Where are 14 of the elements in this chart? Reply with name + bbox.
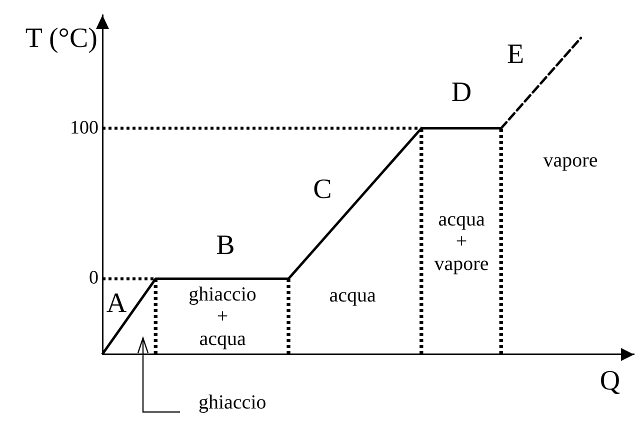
annotation: A	[106, 288, 128, 319]
annotation: ghiaccio + acqua	[188, 283, 256, 350]
y-axis-title: T (°C)	[25, 22, 98, 54]
y-tick-label: 100	[70, 117, 98, 138]
annotation: vapore	[543, 150, 598, 172]
x-axis-title: Q	[600, 365, 620, 396]
annotation: B	[216, 230, 235, 261]
y-tick-label: 0	[89, 268, 98, 289]
annotation: E	[506, 38, 524, 70]
annotation: D	[451, 76, 472, 108]
annotation: acqua	[329, 284, 376, 307]
annotation: C	[313, 174, 332, 205]
annotation: acqua + vapore	[434, 208, 489, 276]
text: ghiaccio	[198, 392, 266, 414]
